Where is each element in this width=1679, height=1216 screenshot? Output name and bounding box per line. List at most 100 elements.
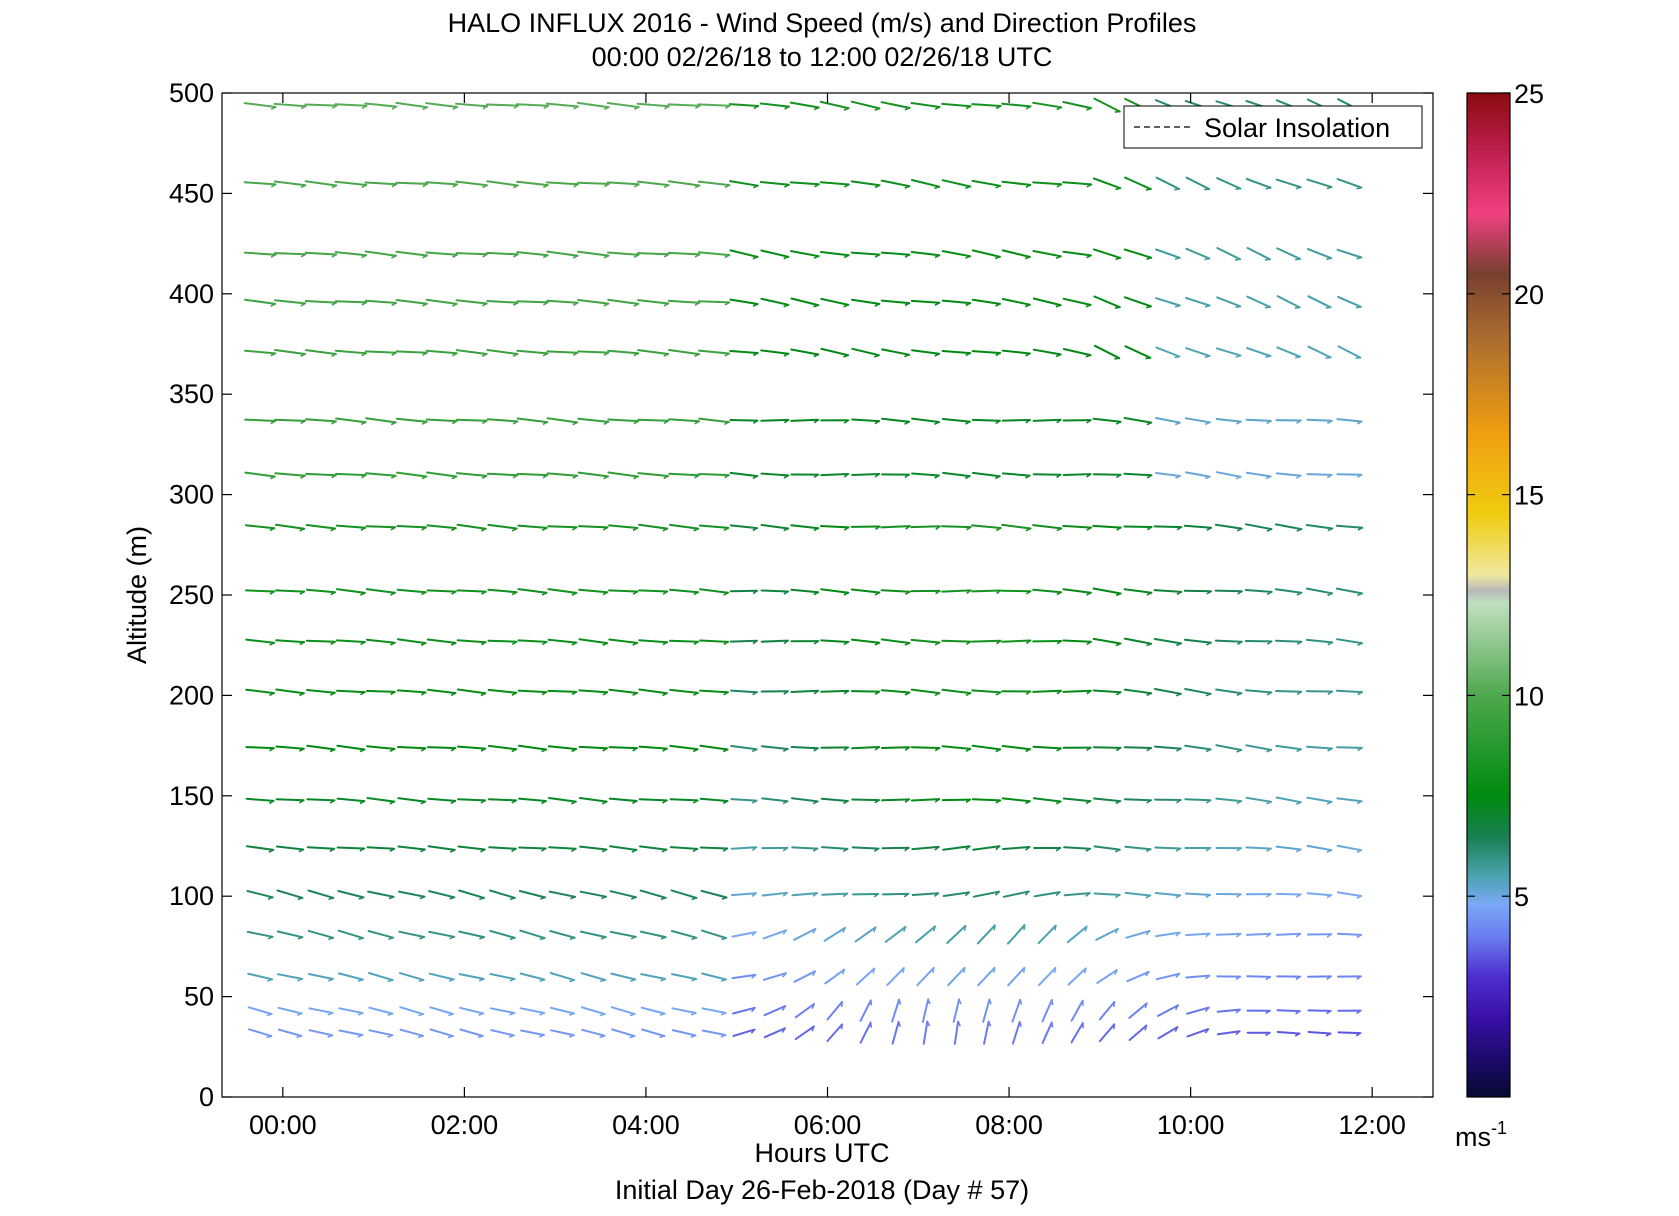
- wind-vector-head: [267, 936, 273, 940]
- wind-vector: [820, 639, 850, 643]
- wind-vector-head: [391, 352, 397, 356]
- wind-vector: [606, 102, 640, 109]
- wind-vector-head: [573, 105, 579, 110]
- wind-vector-head: [935, 590, 941, 595]
- wind-vector: [395, 417, 428, 423]
- wind-vector: [941, 299, 972, 305]
- wind-vector-head: [932, 967, 935, 973]
- wind-vectors-layer: [243, 97, 1364, 1045]
- wind-vector: [396, 689, 427, 694]
- wind-vector-head: [569, 1012, 575, 1017]
- wind-vector: [1186, 1028, 1210, 1038]
- wind-vector-head: [965, 255, 971, 259]
- wind-vector-head: [995, 303, 1001, 307]
- wind-vector-head: [422, 352, 428, 356]
- wind-vector-head: [1025, 748, 1031, 753]
- wind-vector-head: [1145, 188, 1151, 191]
- wind-vector: [1155, 248, 1181, 259]
- wind-vector: [305, 639, 336, 643]
- wind-vector: [245, 589, 276, 593]
- wind-vector: [1306, 418, 1333, 422]
- wind-vector-head: [814, 183, 820, 188]
- wind-vector-head: [1146, 591, 1152, 596]
- wind-vector: [729, 589, 759, 593]
- wind-vector: [334, 251, 368, 257]
- wind-vector: [637, 349, 670, 355]
- wind-vector: [1123, 417, 1153, 424]
- wind-vector: [518, 797, 547, 802]
- footer-label: Initial Day 26-Feb-2018 (Day # 57): [615, 1175, 1029, 1205]
- wind-vector: [1007, 966, 1026, 987]
- wind-vector: [517, 524, 548, 529]
- wind-vector-head: [966, 526, 972, 531]
- wind-vector-head: [602, 642, 608, 647]
- wind-vector: [972, 471, 1001, 478]
- wind-vector: [456, 589, 487, 593]
- wind-vector: [1001, 797, 1031, 803]
- x-axis-ticks: 00:00 02:00 04:00 06:00 08:00 10:00 12:00: [249, 93, 1406, 1140]
- wind-vector-head: [873, 927, 877, 933]
- wind-vector-head: [599, 1013, 605, 1017]
- wind-vector-head: [873, 847, 880, 852]
- wind-vector: [789, 101, 820, 109]
- wind-vector: [972, 845, 1001, 851]
- wind-vector-head: [1205, 693, 1211, 697]
- wind-vector: [638, 523, 669, 530]
- wind-vector-head: [633, 352, 639, 357]
- wind-vector: [762, 929, 788, 940]
- wind-vector: [910, 299, 941, 304]
- wind-vector: [273, 252, 307, 256]
- wind-vector-head: [904, 798, 910, 803]
- wind-vector-head: [1115, 257, 1121, 261]
- wind-vector: [365, 472, 397, 477]
- wind-vector-head: [1355, 306, 1362, 309]
- wind-vector: [1183, 638, 1212, 644]
- wind-vector: [457, 845, 486, 851]
- wind-vector-head: [1236, 933, 1241, 938]
- wind-vector: [458, 973, 485, 980]
- wind-vector: [729, 639, 758, 643]
- wind-vector: [761, 797, 789, 803]
- wind-vector: [730, 745, 758, 751]
- wind-vector-head: [1055, 891, 1061, 897]
- wind-vector-head: [511, 641, 517, 646]
- wind-vector-head: [451, 420, 458, 425]
- wind-vector: [1041, 1021, 1053, 1044]
- wind-vector: [1305, 638, 1334, 644]
- wind-vector: [365, 525, 397, 529]
- wind-vector-head: [1355, 356, 1361, 360]
- wind-vector-head: [662, 590, 668, 595]
- wind-vector: [337, 890, 365, 899]
- wind-vector-head: [1327, 690, 1333, 696]
- wind-vector: [1335, 587, 1363, 595]
- wind-vector-head: [933, 892, 939, 898]
- wind-vector-head: [422, 106, 428, 111]
- wind-vector-head: [663, 353, 669, 357]
- wind-vector: [732, 1028, 756, 1037]
- wind-vector-head: [1115, 187, 1121, 191]
- wind-vector-head: [751, 748, 758, 753]
- wind-vector: [396, 471, 428, 478]
- wind-vector-head: [511, 591, 517, 596]
- wind-vector-head: [1056, 690, 1062, 695]
- wind-vector-head: [1145, 894, 1151, 899]
- wind-vector: [1001, 472, 1031, 477]
- wind-vector: [971, 350, 1001, 354]
- wind-vector-head: [389, 748, 395, 753]
- wind-vector-head: [965, 352, 971, 357]
- wind-vector: [275, 589, 306, 593]
- wind-vector: [1276, 932, 1302, 936]
- wind-vector-head: [1176, 747, 1182, 752]
- wind-vector: [1123, 525, 1153, 528]
- wind-vector-head: [1205, 748, 1211, 753]
- wind-vector: [549, 1006, 575, 1015]
- wind-vector-head: [1113, 1001, 1116, 1007]
- wind-vector-head: [390, 475, 397, 479]
- wind-vector-head: [542, 301, 549, 306]
- wind-vector: [1306, 473, 1333, 476]
- wind-vector-head: [1115, 592, 1121, 597]
- wind-vector: [516, 349, 549, 355]
- wind-vector: [364, 102, 398, 108]
- wind-vector-head: [812, 928, 817, 934]
- wind-vector-head: [361, 301, 367, 306]
